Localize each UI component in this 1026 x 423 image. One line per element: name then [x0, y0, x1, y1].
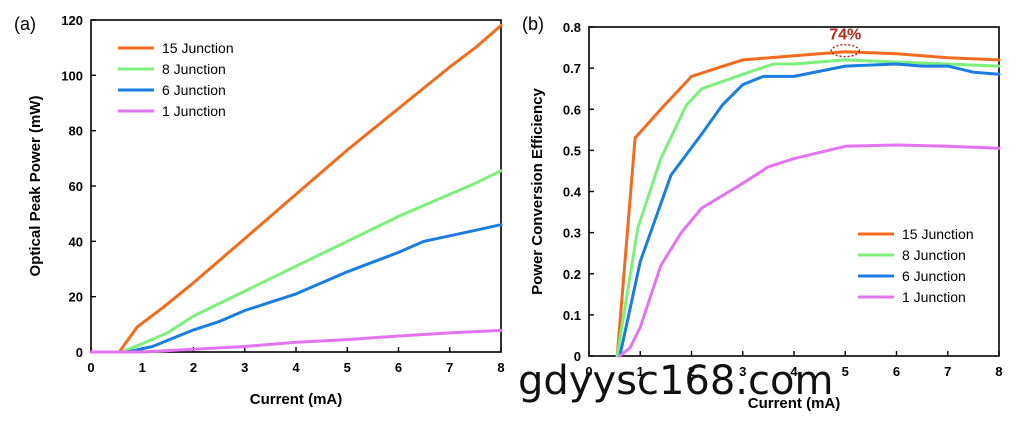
legend-label: 15 Junction [902, 226, 974, 242]
y-axis-label: Power Conversion Efficiency [529, 87, 546, 294]
x-tick-label: 7 [446, 360, 453, 375]
peak-highlight-ellipse [830, 43, 860, 58]
x-tick-label: 2 [190, 360, 197, 375]
x-tick-label: 7 [944, 364, 951, 379]
series-line [618, 62, 1001, 358]
x-tick-label: 8 [497, 360, 504, 375]
panel-label: (b) [522, 14, 544, 34]
y-tick-label: 100 [61, 68, 83, 83]
y-tick-label: 0.3 [563, 226, 581, 241]
legend-label: 6 Junction [162, 82, 226, 98]
x-tick-label: 8 [995, 364, 1002, 379]
series-line [89, 24, 503, 354]
x-tick-label: 6 [395, 360, 402, 375]
x-tick-label: 0 [585, 364, 592, 379]
x-tick-label: 3 [739, 364, 746, 379]
legend-label: 8 Junction [162, 61, 226, 77]
peak-annotation: 74% [829, 27, 861, 44]
watermark-text: gdyysc168.com [518, 358, 833, 404]
x-tick-label: 4 [790, 364, 798, 379]
y-tick-label: 0 [574, 349, 581, 364]
series-line [89, 169, 503, 354]
y-tick-label: 0.2 [563, 267, 581, 282]
y-tick-label: 20 [69, 290, 83, 305]
y-tick-label: 40 [69, 234, 83, 249]
x-tick-label: 0 [87, 360, 94, 375]
series-line [615, 50, 1001, 358]
x-tick-label: 2 [688, 364, 695, 379]
series-line [615, 58, 1001, 358]
legend-label: 8 Junction [902, 247, 966, 263]
y-tick-label: 0.4 [563, 185, 582, 200]
y-tick-label: 80 [69, 124, 83, 139]
y-tick-label: 0.5 [563, 143, 581, 158]
x-tick-label: 5 [842, 364, 849, 379]
x-tick-label: 5 [344, 360, 351, 375]
x-tick-label: 1 [637, 364, 644, 379]
y-axis-label: Optical Peak Power (mW) [27, 96, 44, 277]
y-tick-label: 0.7 [563, 61, 581, 76]
series-line [89, 328, 503, 354]
y-tick-label: 120 [61, 13, 83, 28]
legend-label: 15 Junction [162, 40, 234, 56]
x-axis-label: Current (mA) [748, 395, 841, 412]
panel-label: (a) [14, 14, 36, 34]
y-tick-label: 0.1 [563, 308, 581, 323]
x-axis-label: Current (mA) [250, 391, 343, 408]
x-tick-label: 4 [292, 360, 300, 375]
y-tick-label: 60 [69, 179, 83, 194]
y-tick-label: 0 [76, 345, 83, 360]
x-tick-label: 6 [893, 364, 900, 379]
panel-b: 0 1 2 3 4 5 6 7 8 0 0.1 0.2 0.3 0.4 0.5 0.6 0.7 0.8 Curren… [522, 14, 1003, 412]
legend-label: 1 Junction [162, 103, 226, 119]
series-line [89, 223, 503, 354]
series-line [618, 143, 1001, 358]
x-tick-label: 3 [241, 360, 248, 375]
y-tick-label: 0.6 [563, 102, 581, 117]
x-tick-label: 1 [139, 360, 146, 375]
y-tick-label: 0.8 [563, 20, 581, 35]
legend-label: 1 Junction [902, 289, 966, 305]
legend-label: 6 Junction [902, 268, 966, 284]
